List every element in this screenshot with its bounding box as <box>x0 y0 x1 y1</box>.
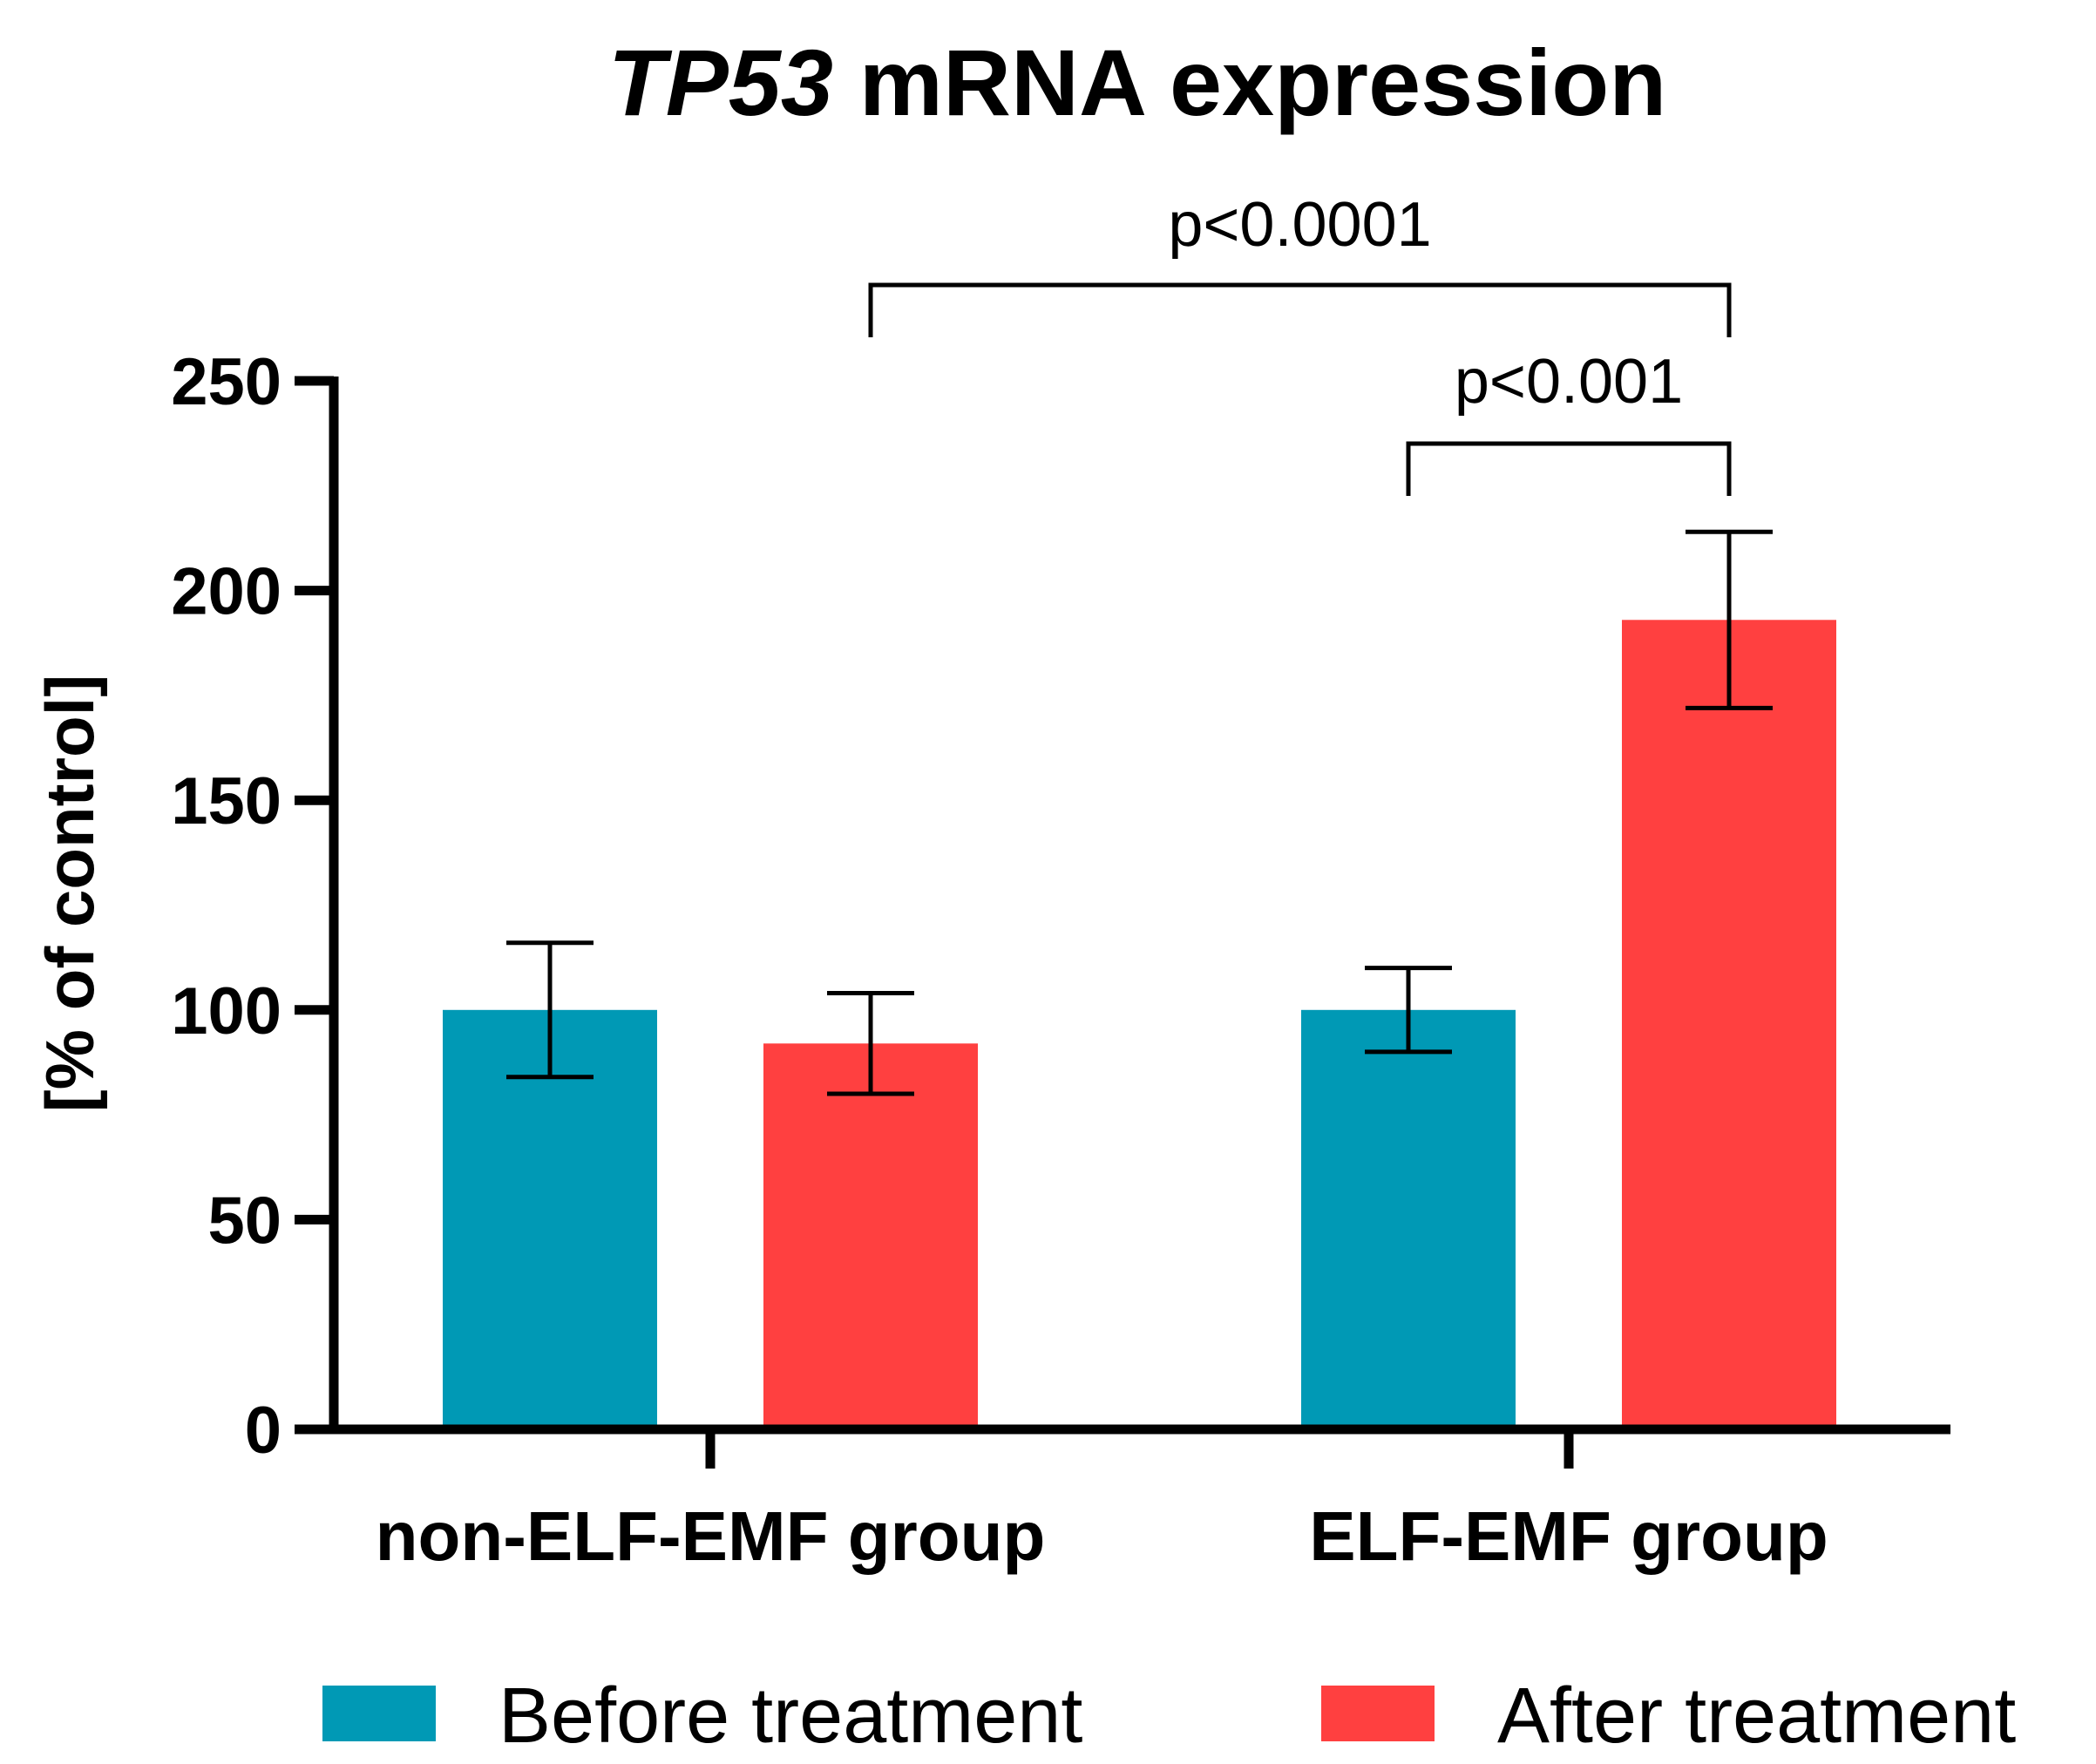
y-tick-label-100: 100 <box>171 974 282 1048</box>
chart-title-gene: TP53 <box>608 30 833 135</box>
significance-bracket-0 <box>868 282 1732 337</box>
y-tick-label-200: 200 <box>171 555 282 629</box>
legend-label-0: Before treatment <box>499 1672 1082 1760</box>
x-category-label-1: ELF-EMF group <box>1309 1497 1828 1575</box>
y-tick-label-250: 250 <box>171 345 282 419</box>
significance-annotations: p<0.0001 p<0.001 <box>868 190 1732 496</box>
y-tick-label-50: 50 <box>207 1184 282 1258</box>
legend-swatch-0 <box>322 1686 436 1741</box>
y-ticks-layer: 0 50 100 150 200 250 <box>171 345 334 1468</box>
chart-title: TP53 mRNA expression <box>608 30 1666 135</box>
error-bars-layer <box>506 529 1773 1096</box>
y-axis-label: [% of control] <box>31 675 108 1113</box>
chart-title-rest: mRNA expression <box>833 30 1666 135</box>
significance-label-1: p<0.001 <box>1455 347 1683 417</box>
x-categories-layer: non-ELF-EMF group ELF-EMF group <box>376 1429 1828 1575</box>
legend-label-1: After treatment <box>1497 1672 2016 1760</box>
y-tick-label-150: 150 <box>171 764 282 838</box>
significance-label-0: p<0.0001 <box>1168 190 1431 260</box>
y-tick-label-0: 0 <box>245 1394 282 1468</box>
significance-bracket-1 <box>1406 441 1732 496</box>
bar-1-0 <box>1301 1009 1516 1429</box>
legend: Before treatment After treatment <box>322 1672 2016 1760</box>
bars-layer <box>443 620 1836 1429</box>
legend-swatch-1 <box>1321 1686 1435 1741</box>
axes-layer <box>329 377 1950 1435</box>
x-category-label-0: non-ELF-EMF group <box>376 1497 1046 1575</box>
bar-0-1 <box>763 1043 978 1429</box>
bar-1-1 <box>1622 620 1836 1429</box>
bar-0-0 <box>443 1009 657 1429</box>
